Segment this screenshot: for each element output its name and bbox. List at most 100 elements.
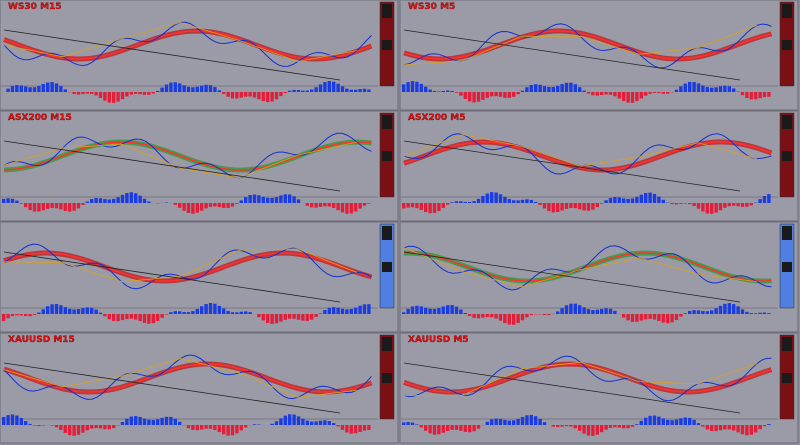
indicator-bar (428, 203, 432, 214)
indicator-bar (217, 203, 221, 208)
indicator-bar (6, 314, 10, 319)
indicator-bar (556, 203, 560, 212)
indicator-bar (406, 422, 410, 425)
indicator-bar (292, 314, 296, 319)
indicator-bar (630, 425, 635, 427)
indicator-bar (745, 203, 749, 207)
indicator-bar (679, 203, 683, 204)
indicator-bar (573, 203, 577, 209)
indicator-bar (164, 314, 169, 315)
indicator-bar (635, 92, 639, 102)
indicator-bar (354, 203, 358, 212)
indicator-bar (81, 203, 85, 205)
indicator-bar (261, 314, 265, 321)
indicator-bar (32, 87, 37, 92)
indicator-bar (459, 92, 463, 96)
indicator-bar (564, 305, 569, 314)
indicator-bar (503, 92, 507, 98)
side-panel-block (382, 4, 392, 18)
indicator-bar (59, 305, 63, 314)
indicator-bar (476, 198, 481, 203)
indicator-bar (107, 92, 111, 103)
indicator-bar (745, 425, 749, 436)
indicator-bar (692, 310, 696, 314)
indicator-bar (248, 312, 252, 314)
indicator-bar (573, 425, 577, 429)
indicator-bar (428, 89, 432, 92)
indicator-bar (2, 198, 6, 203)
indicator-bar (485, 421, 489, 425)
indicator-bar (604, 308, 608, 314)
indicator-bar (454, 425, 459, 430)
indicator-bar (727, 203, 731, 207)
indicator-bar (701, 203, 705, 212)
indicator-bar (151, 92, 155, 94)
indicator-bar (718, 425, 723, 431)
indicator-bar (450, 425, 454, 430)
indicator-bar (578, 425, 582, 431)
indicator-bar (63, 89, 67, 92)
indicator-bar (85, 92, 89, 94)
indicator-bar (222, 203, 226, 208)
indicator-bar (688, 311, 692, 314)
indicator-bar (683, 417, 687, 425)
indicator-bar (683, 313, 687, 314)
indicator-bar (345, 425, 349, 433)
indicator-bar (476, 425, 481, 429)
indicator-bar (740, 203, 745, 207)
indicator-bar (644, 314, 648, 320)
indicator-bar (666, 92, 670, 94)
indicator-bar (459, 425, 463, 431)
indicator-bar (564, 82, 569, 92)
trend-line (3, 29, 341, 81)
indicator-bar (125, 193, 129, 203)
indicator-bar (323, 82, 327, 92)
indicator-bar (10, 314, 15, 317)
indicator-bar (24, 421, 28, 425)
indicator-bar (516, 418, 520, 425)
indicator-bar (182, 203, 186, 211)
indicator-bar (160, 314, 164, 318)
indicator-bar (142, 92, 147, 95)
chart-panel (0, 221, 399, 333)
indicator-bar (578, 203, 582, 210)
indicator-bar (608, 425, 613, 428)
indicator-bar (595, 425, 599, 435)
indicator-bar (749, 425, 753, 435)
indicator-bar (257, 195, 261, 203)
indicator-bar (76, 92, 81, 95)
indicator-bar (415, 424, 419, 425)
indicator-bar (591, 310, 595, 314)
indicator-bar (410, 422, 415, 425)
indicator-bar (54, 203, 59, 209)
indicator-bar (657, 416, 661, 425)
indicator-bar (340, 425, 345, 430)
indicator-bar (406, 308, 410, 314)
indicator-bar (244, 311, 248, 314)
indicator-bar (406, 203, 410, 208)
indicator-bar (705, 203, 709, 214)
indicator-bar (323, 310, 327, 314)
indicator-bar (674, 419, 679, 425)
indicator-bar (327, 421, 331, 425)
indicator-bar (419, 306, 423, 314)
indicator-bar (556, 311, 560, 314)
panel-background (399, 110, 799, 222)
indicator-bar (103, 425, 107, 430)
indicator-bar (630, 314, 635, 322)
indicator-bar (767, 424, 771, 425)
indicator-bar (125, 92, 129, 97)
indicator-bar (125, 418, 129, 425)
indicator-bar (740, 92, 745, 96)
indicator-bar (762, 196, 767, 203)
indicator-bar (266, 197, 270, 203)
indicator-bar (41, 84, 45, 92)
indicator-bar (727, 86, 731, 92)
indicator-bar (648, 314, 652, 319)
indicator-bar (10, 414, 15, 425)
indicator-bar (714, 425, 718, 432)
indicator-bar (98, 198, 103, 203)
indicator-bar (270, 423, 274, 425)
indicator-bar (696, 203, 701, 209)
indicator-bar (314, 203, 318, 208)
